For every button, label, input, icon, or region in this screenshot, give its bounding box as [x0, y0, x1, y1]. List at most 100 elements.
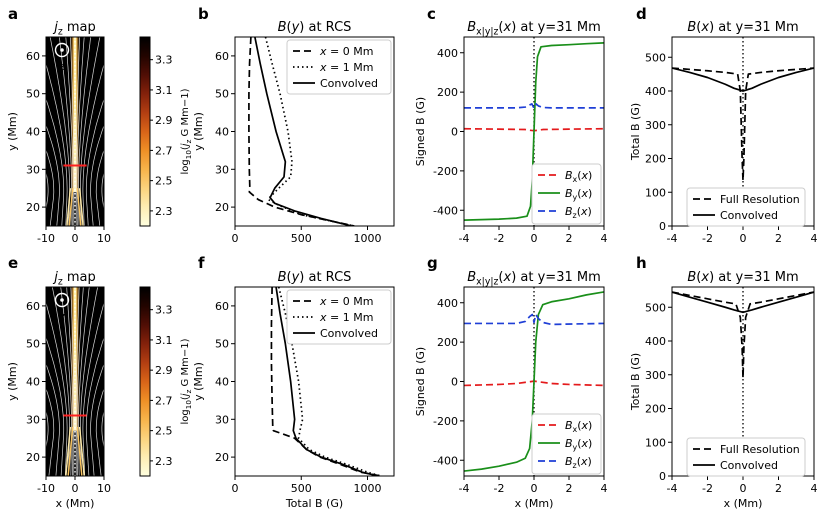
field-line [66, 287, 74, 476]
panel-title: jz map [52, 20, 96, 38]
map-content [46, 37, 104, 226]
y-tick-label: 400 [645, 85, 666, 98]
y-tick-label: 100 [645, 186, 666, 199]
field-line [90, 124, 104, 226]
x-tick-label: 4 [811, 232, 818, 245]
colorbar-label: log10(jz G Mm−1) [180, 88, 193, 174]
series-line [264, 37, 355, 226]
y-tick-label: -200 [433, 165, 458, 178]
panel-title: B(x) at y=31 Mm [687, 20, 798, 35]
field-line [75, 287, 80, 476]
y-tick-label: 50 [26, 88, 40, 101]
y-axis-label: Signed B (G) [414, 97, 427, 166]
y-tick-label: 40 [215, 126, 229, 139]
y-tick-label: 50 [215, 88, 229, 101]
colorbar-tick-label: 2.9 [155, 114, 173, 127]
x-tick-label: 1000 [354, 232, 382, 245]
panel-title: Bx|y|z(x) at y=31 Mm [467, 20, 601, 38]
legend-label: By(x) [565, 187, 592, 202]
field-line [46, 97, 65, 226]
x-tick-label: -2 [702, 232, 713, 245]
plot-area [270, 287, 381, 476]
x-tick-label: 4 [811, 482, 818, 495]
panel-letter: c [427, 5, 436, 23]
plot-area [248, 37, 355, 226]
x-tick-label: 0 [531, 482, 538, 495]
x-tick-label: 1000 [354, 482, 382, 495]
panel-h: h B(x) at y=31 Mm -4 -2 0 2 4 0 100 200 300 400 500 x… [629, 254, 818, 510]
series-line [464, 103, 604, 110]
y-tick-label: 40 [26, 126, 40, 139]
z-axis-label: z [58, 310, 65, 323]
y-tick-label: 30 [26, 413, 40, 426]
panel-letter: g [427, 254, 438, 272]
x-tick-label: 0 [232, 482, 239, 495]
legend-box [531, 163, 602, 225]
field-line [70, 287, 75, 476]
panel-letter: a [8, 5, 18, 23]
field-line [82, 62, 104, 226]
colorbar-tick-label: 2.5 [155, 425, 173, 438]
x-tick-label: 10 [97, 482, 111, 495]
legend-label: Full Resolution [720, 193, 800, 206]
z-axis-label: z [58, 60, 65, 73]
plot-area [672, 37, 814, 226]
colorbar-tick-label: 2.5 [155, 175, 173, 188]
axes-frame [234, 286, 395, 477]
series-line [672, 291, 814, 379]
legend-label: Bz(x) [565, 205, 592, 220]
y-tick-label: 0 [451, 126, 458, 139]
current-sheet [73, 287, 77, 431]
panel-letter: b [198, 5, 209, 23]
field-line [85, 336, 104, 476]
legend-label: By(x) [565, 437, 592, 452]
panel-a: a jz map z 2.3 2.5 2.7 2.9 3.1 3.3 log10(jz G Mm−… [6, 5, 193, 245]
y-tick-label: 0 [451, 376, 458, 389]
legend-label: x = 0 Mm [319, 45, 373, 58]
x-tick-label: 0 [531, 232, 538, 245]
field-line [65, 37, 74, 226]
colorbar-tick-label: 3.1 [155, 84, 173, 97]
x-tick-label: -2 [494, 232, 505, 245]
panel-c: c Bx|y|z(x) at y=31 Mm -4 -2 0 2 4 -400 -200 0 200… [414, 5, 608, 245]
x-tick-label: 10 [97, 232, 111, 245]
x-tick-label: -4 [667, 482, 678, 495]
y-tick-label: 50 [26, 338, 40, 351]
out-of-plane-icon [54, 42, 70, 58]
x-tick-label: 2 [566, 482, 573, 495]
field-line [46, 124, 60, 226]
y-axis-label: y (Mm) [6, 362, 19, 401]
legend-label: Bx(x) [565, 169, 592, 184]
panel-letter: f [198, 254, 205, 272]
cusp-current [65, 426, 72, 476]
series-line [672, 67, 814, 182]
y-tick-label: 50 [215, 338, 229, 351]
y-axis-label: y (Mm) [192, 362, 205, 401]
legend-label: x = 0 Mm [319, 295, 373, 308]
field-line [90, 363, 104, 476]
field-line [82, 301, 104, 476]
x-tick-label: 0 [72, 232, 79, 245]
out-of-plane-dot-icon [60, 48, 64, 52]
panel-letter: h [636, 254, 647, 272]
field-line [46, 301, 68, 476]
x-tick-label: -10 [37, 482, 55, 495]
colorbar-tick-label: 2.7 [155, 394, 173, 407]
y-tick-label: -200 [433, 415, 458, 428]
y-tick-label: 0 [659, 220, 666, 233]
series-line [672, 67, 814, 92]
y-tick-label: 200 [437, 86, 458, 99]
plot-area [464, 37, 604, 226]
y-tick-label: 30 [26, 163, 40, 176]
series-line [464, 291, 604, 472]
colorbar [139, 286, 151, 477]
panel-letter: d [636, 5, 647, 23]
y-tick-label: 30 [215, 413, 229, 426]
cusp-current [67, 426, 74, 476]
out-of-plane-dot-icon [60, 298, 64, 302]
legend-label: x = 1 Mm [319, 311, 373, 324]
y-tick-label: 20 [26, 451, 40, 464]
y-tick-label: 0 [659, 470, 666, 483]
y-tick-label: 20 [26, 201, 40, 214]
panel-title: Bx|y|z(x) at y=31 Mm [467, 270, 601, 288]
